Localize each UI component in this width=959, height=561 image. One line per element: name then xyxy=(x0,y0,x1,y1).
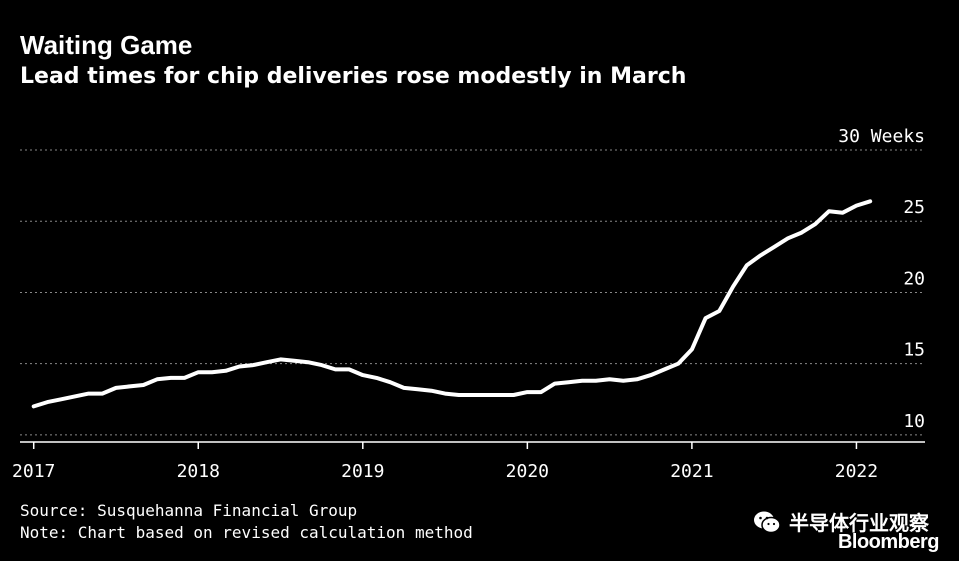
x-tick-label: 2017 xyxy=(12,461,55,482)
brand-logo: Bloomberg xyxy=(837,531,940,553)
x-axis-ticks: 2017 2018 2019 2020 2021 2022 xyxy=(12,442,878,482)
x-tick-label: 2020 xyxy=(506,461,549,482)
x-tick-label: 2019 xyxy=(341,461,384,482)
x-tick-label: 2022 xyxy=(835,461,878,482)
y-tick-label: 25 xyxy=(903,197,925,218)
y-axis-ticks: 10 15 20 25 30 Weeks xyxy=(838,126,925,432)
y-tick-label: 15 xyxy=(903,340,925,361)
line-chart: 10 15 20 25 30 Weeks 2017 2018 2019 2020 2021 202… xyxy=(12,126,925,482)
method-note: Note: Chart based on revised calculation… xyxy=(20,523,473,542)
y-tick-label: 20 xyxy=(903,268,925,289)
wechat-icon xyxy=(754,511,781,533)
grid-lines xyxy=(20,149,925,436)
watermark-text: 半导体行业观察 xyxy=(789,511,929,535)
y-tick-label: 30 Weeks xyxy=(838,126,925,147)
source-note: Source: Susquehanna Financial Group xyxy=(20,501,358,520)
y-tick-label: 10 xyxy=(903,411,925,432)
series-line xyxy=(31,199,873,409)
chart-title: Waiting Game xyxy=(20,30,193,60)
x-tick-label: 2021 xyxy=(670,461,713,482)
x-tick-label: 2018 xyxy=(177,461,220,482)
chart-subtitle: Lead times for chip deliveries rose mode… xyxy=(20,64,687,89)
watermark: 半导体行业观察 xyxy=(753,507,929,536)
series-layer xyxy=(31,199,873,409)
